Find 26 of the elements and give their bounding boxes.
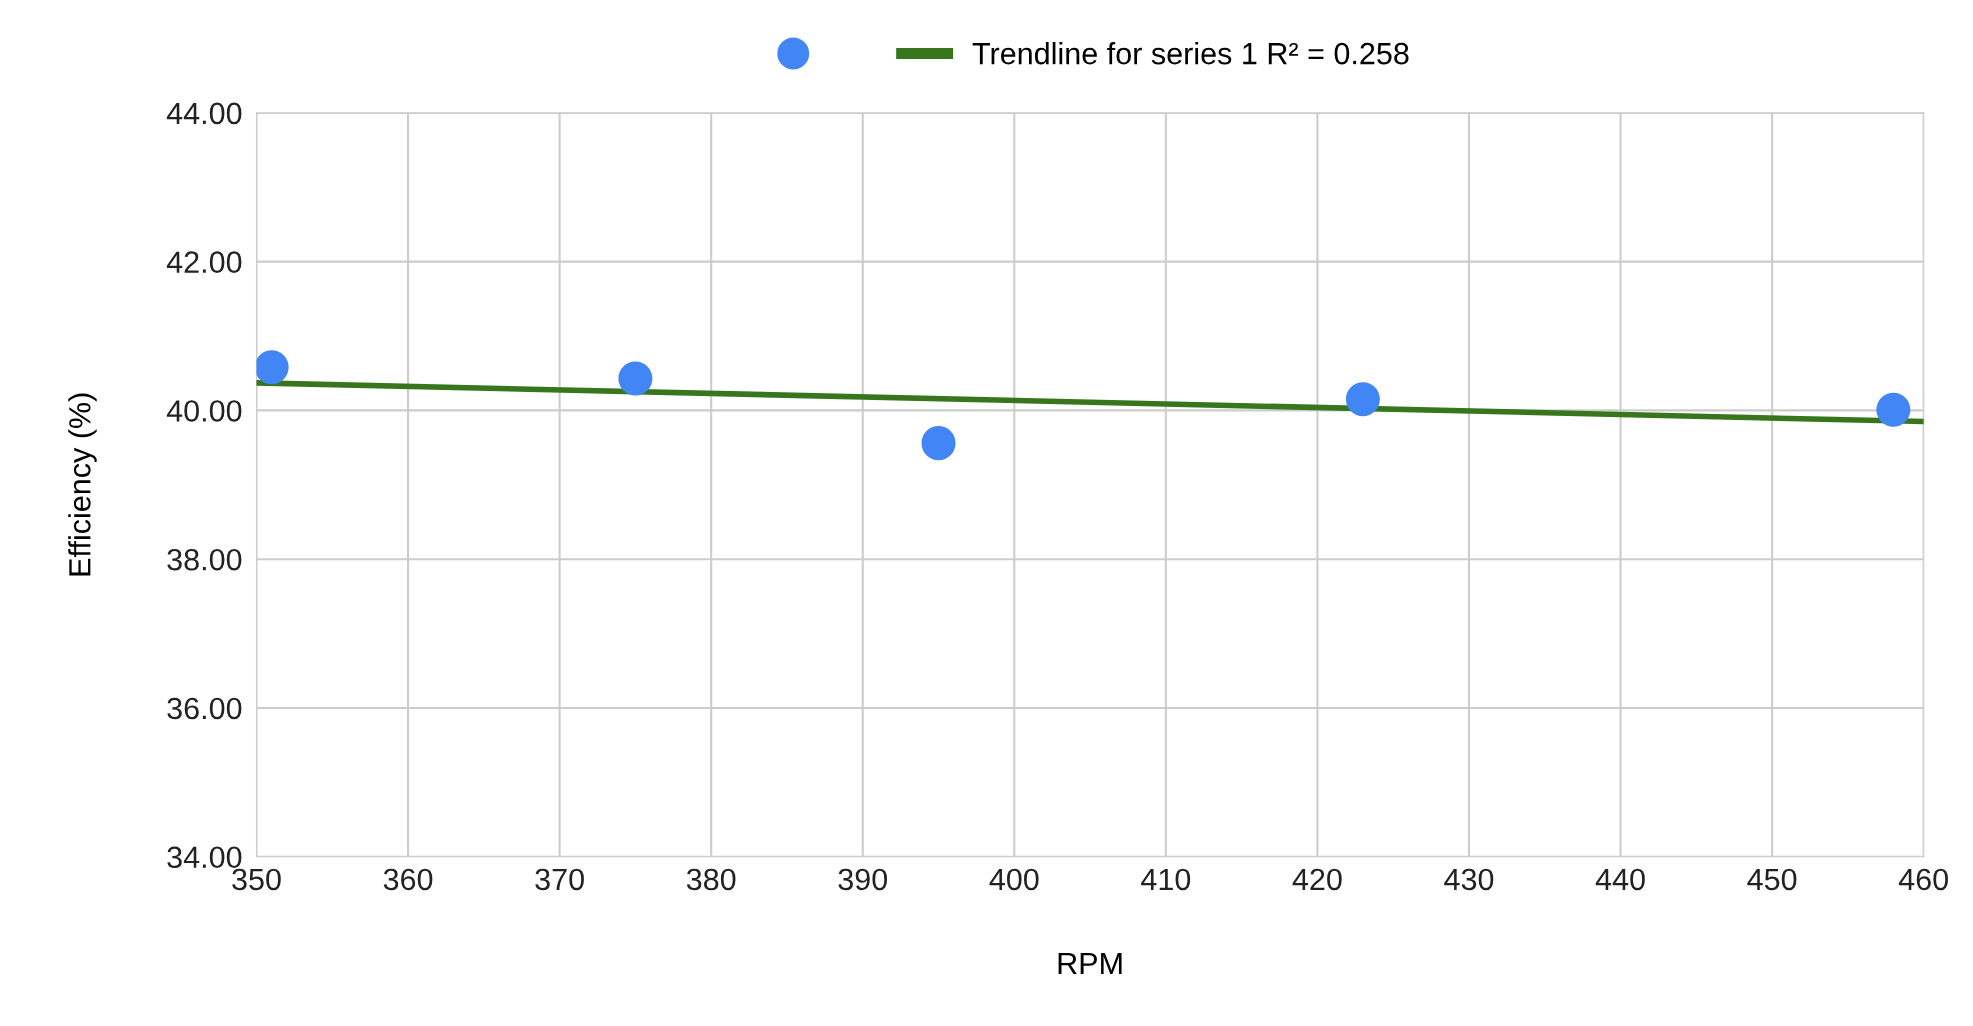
- y-tick-label: 44.00: [166, 102, 242, 125]
- x-tick-label: 380: [686, 868, 736, 891]
- point: [1345, 382, 1380, 417]
- point: [921, 426, 956, 461]
- x-tick-label: 420: [1292, 868, 1342, 891]
- point: [1876, 392, 1911, 427]
- y-tick-label: 36.00: [167, 697, 242, 720]
- x-tick-label: 440: [1595, 868, 1645, 891]
- x-tick-label: 400: [989, 868, 1039, 891]
- y-axis-title: Efficiency (%): [68, 393, 97, 576]
- x-tick-label: 390: [838, 868, 888, 891]
- x-tick-label: 410: [1141, 868, 1191, 891]
- y-tick-label: 42.00: [166, 251, 242, 273]
- x-tick-label: 360: [383, 868, 433, 891]
- x-tick-label: 460: [1898, 868, 1948, 891]
- point: [618, 361, 653, 396]
- y-tick-label: 38.00: [167, 548, 242, 571]
- y-tick-label: 40.00: [166, 400, 242, 422]
- x-tick-label: 430: [1444, 868, 1494, 891]
- y-tick-label: 34.00: [167, 846, 242, 869]
- x-axis-title: RPM: [1058, 952, 1122, 974]
- x-tick-label: 450: [1747, 868, 1797, 891]
- x-tick-label: 350: [232, 868, 281, 891]
- legend-label: Trendline for series 1 R² = 0.258: [972, 42, 1409, 65]
- point: [256, 350, 289, 385]
- x-tick-label: 370: [535, 868, 584, 891]
